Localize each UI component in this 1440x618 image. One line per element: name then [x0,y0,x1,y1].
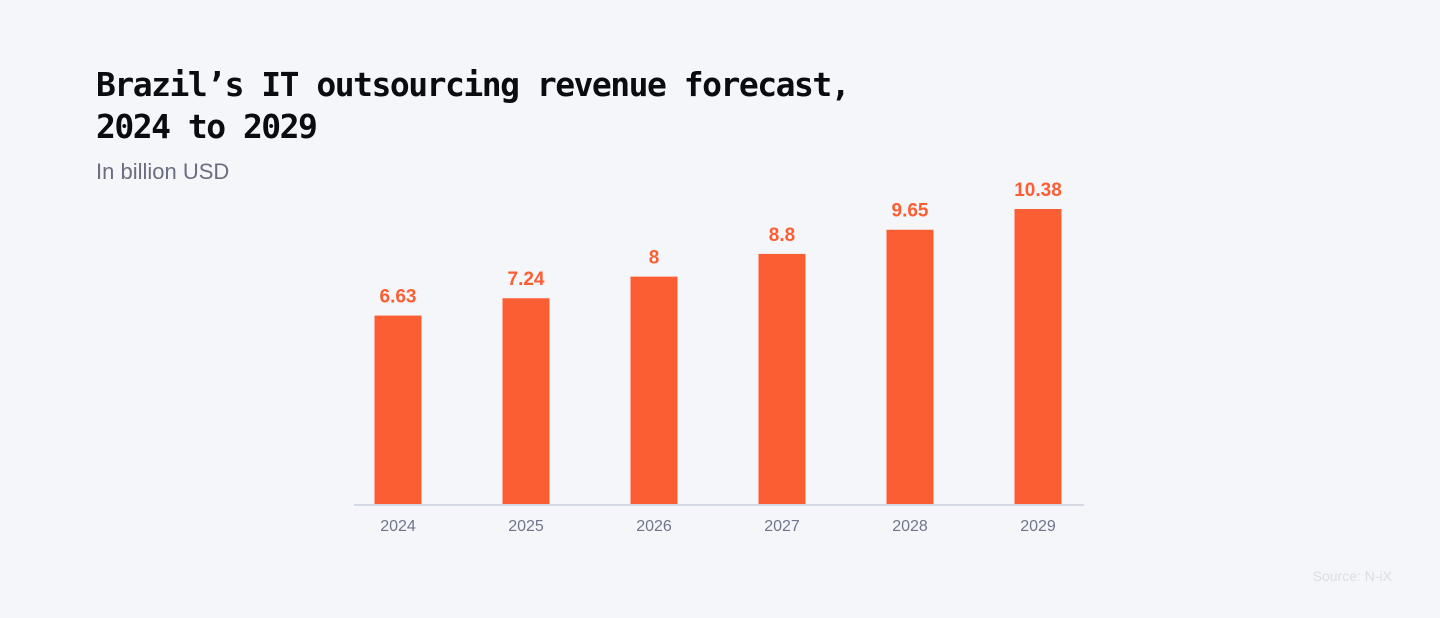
bar-2026 [630,276,678,504]
bar-2027 [758,253,806,504]
source-note: Source: N-iX [1312,568,1392,584]
value-label-2025: 7.24 [508,269,545,290]
value-label-2029: 10.38 [1014,180,1062,201]
value-label-2026: 8 [649,248,660,269]
x-tick-label-2025: 2025 [508,518,544,535]
chart-title-line-1: Brazil’s IT outsourcing revenue forecast… [96,65,851,104]
chart-title-line-2: 2024 to 2029 [96,107,318,146]
x-tick-label-2028: 2028 [892,518,928,535]
value-label-2024: 6.63 [380,287,417,308]
x-tick-label-2024: 2024 [380,518,416,535]
value-label-2027: 8.8 [769,225,795,246]
chart-title: Brazil’s IT outsourcing revenue forecast… [96,64,851,148]
bar-2028 [886,229,934,504]
value-label-2028: 9.65 [892,201,929,222]
bar-2029 [1014,209,1062,504]
chart-subtitle: In billion USD [96,159,230,184]
x-tick-label-2026: 2026 [636,518,672,535]
x-tick-label-2029: 2029 [1020,518,1056,535]
bar-2024 [374,315,422,504]
bar-2025 [502,298,550,504]
x-tick-label-2027: 2027 [764,518,800,535]
